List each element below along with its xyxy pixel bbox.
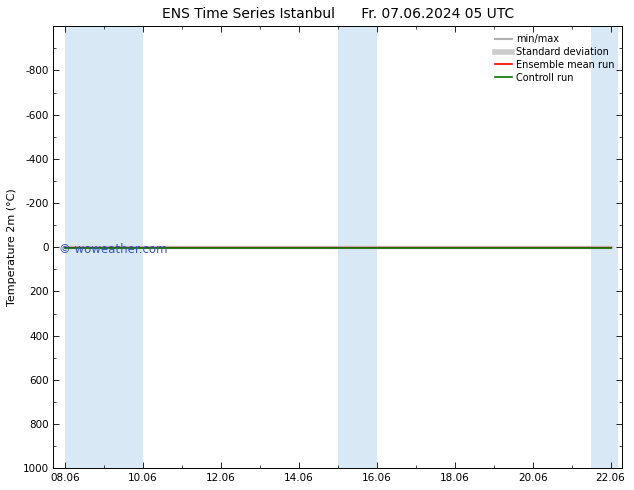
Title: ENS Time Series Istanbul      Fr. 07.06.2024 05 UTC: ENS Time Series Istanbul Fr. 07.06.2024 … [162, 7, 514, 21]
Bar [338, 26, 377, 468]
Legend: min/max, Standard deviation, Ensemble mean run, Controll run: min/max, Standard deviation, Ensemble me… [492, 31, 618, 86]
Y-axis label: Temperature 2m (°C): Temperature 2m (°C) [7, 188, 17, 306]
Text: © woweather.com: © woweather.com [59, 243, 167, 256]
Bar [65, 26, 143, 468]
Bar [591, 26, 618, 468]
